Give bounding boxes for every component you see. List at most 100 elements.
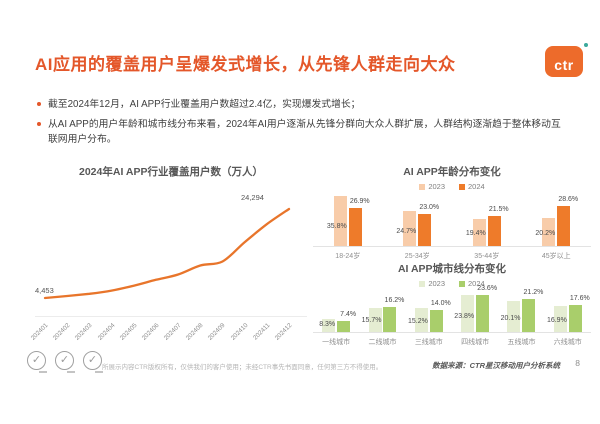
bar-value-label: 20.2% — [535, 230, 556, 237]
bar-2023 — [322, 319, 336, 332]
bar-2024 — [337, 320, 351, 332]
bar-value-label: 15.2% — [407, 317, 428, 325]
bar-group: 8.3% 7.4% — [313, 293, 359, 332]
bar-value-label: 23.6% — [477, 285, 498, 293]
legend-swatch-icon — [459, 183, 465, 190]
age-chart-title: AI APP年龄分布变化 — [403, 166, 501, 178]
category-label: 四线城市 — [461, 339, 490, 346]
category-label: 六线城市 — [553, 339, 582, 346]
certification-stamp-icon: ✓ — [83, 351, 103, 373]
last-point-label: 24,294 — [241, 193, 264, 202]
bar-group: 20.1% 21.2% — [498, 289, 544, 332]
data-source-note: 数据来源：CTR星汉移动用户分析系统 — [432, 361, 560, 370]
bar-value-label: 21.5% — [488, 205, 509, 213]
bar-2024 — [348, 208, 362, 246]
category-label: 一线城市 — [322, 339, 351, 346]
city-chart-categories: 一线城市 二线城市 三线城市 四线城市 五线城市 六线城市 — [313, 337, 591, 347]
bar-2024 — [487, 215, 501, 246]
category-label: 五线城市 — [507, 339, 536, 346]
first-point-label: 4,453 — [35, 286, 54, 295]
bar-value-label: 17.6% — [569, 294, 590, 302]
bar-value-label: 14.0% — [430, 300, 451, 308]
check-icon: ✓ — [87, 354, 98, 366]
bar-2024 — [476, 295, 490, 332]
bar-2023 — [403, 211, 417, 246]
bar-2023 — [507, 300, 521, 332]
bar-value-label: 35.8% — [326, 223, 347, 230]
certification-stamp-icon: ✓ — [55, 351, 75, 373]
bar-chart-age: AI APP年龄分布变化 2023 2024 35.8% 26.9% 24.7% 23.… — [313, 164, 591, 261]
category-label: 45岁以上 — [541, 253, 571, 260]
legend-item: 2024 — [459, 279, 485, 288]
copyright-notice: 所展示内容CTR版权所有，仅供我们的客户使用；未经CTR事先书面同意，任何第三方… — [102, 364, 383, 371]
bar-value-label: 21.2% — [523, 289, 544, 297]
bar-chart-city: AI APP城市线分布变化 2023 2024 8.3% 7.4% 15.7% 16.2… — [313, 261, 591, 347]
legend-label: 2023 — [428, 279, 445, 288]
legend-item: 2023 — [419, 279, 445, 288]
line-chart-title: 2024年AI APP行业覆盖用户数（万人） — [79, 166, 263, 178]
bar-group: 20.2% 28.6% — [522, 196, 592, 246]
bar-2023 — [461, 295, 475, 332]
ctr-logo-icon: ctr — [545, 43, 588, 77]
bar-group: 15.2% 14.0% — [406, 293, 452, 332]
city-chart-title: AI APP城市线分布变化 — [397, 263, 507, 275]
category-label: 二线城市 — [368, 339, 397, 346]
logo-trademark-dot-icon — [584, 43, 588, 47]
bar-2024 — [557, 206, 571, 246]
summary-bullets: 截至2024年12月，AI APP行业覆盖用户数超过2.4亿，实现爆发式增长； … — [37, 97, 565, 153]
bar-value-label: 16.2% — [384, 296, 405, 304]
legend-swatch-icon — [419, 183, 426, 190]
bar-value-label: 28.6% — [558, 196, 579, 203]
ctr-logo-text: ctr — [554, 57, 574, 73]
bar-2024 — [568, 304, 582, 332]
bar-value-label: 7.4% — [340, 310, 357, 318]
bar-2023 — [553, 305, 567, 332]
line-series — [43, 207, 291, 300]
bar-2023 — [414, 308, 428, 332]
bar-value-label: 26.9% — [349, 198, 370, 206]
bar-value-label: 23.8% — [454, 313, 475, 321]
bar-2023 — [333, 195, 347, 246]
certification-stamps: ✓ ✓ ✓ — [27, 351, 103, 373]
bar-group: 23.8% 23.6% — [452, 285, 498, 332]
city-chart-legend: 2023 2024 — [313, 279, 591, 288]
legend-item: 2024 — [459, 182, 485, 191]
bar-2024 — [418, 213, 432, 246]
bar-group: 19.4% 21.5% — [452, 196, 522, 246]
bullet-item: 从AI APP的用户年龄和城市线分布来看，2024年AI用户逐渐从先锋分群向大众… — [37, 117, 565, 147]
check-icon: ✓ — [31, 354, 42, 366]
legend-label: 2024 — [468, 182, 485, 191]
bar-2024 — [429, 310, 443, 332]
legend-label: 2023 — [428, 182, 445, 191]
bar-value-label: 20.1% — [500, 315, 521, 322]
page-number: 8 — [575, 358, 580, 368]
bar-value-label: 24.7% — [396, 227, 417, 235]
bar-group: 24.7% 23.0% — [383, 196, 453, 246]
check-icon: ✓ — [59, 354, 70, 366]
bar-value-label: 16.9% — [546, 316, 567, 324]
bar-2023 — [472, 218, 486, 246]
category-label: 25-34岁 — [404, 253, 430, 260]
bar-group: 35.8% 26.9% — [313, 195, 383, 246]
category-label: 18-24岁 — [335, 253, 361, 260]
legend-item: 2023 — [419, 182, 445, 191]
age-chart-categories: 18-24岁 25-34岁 35-44岁 45岁以上 — [313, 251, 591, 261]
bar-value-label: 23.0% — [419, 203, 440, 211]
line-chart-x-axis: 202401 202402 202403 202404 202405 202406 2024… — [30, 317, 307, 351]
line-chart-users: 2024年AI APP行业覆盖用户数（万人） 4,453 24,294 2024… — [30, 164, 307, 356]
bullet-item: 截至2024年12月，AI APP行业覆盖用户数超过2.4亿，实现爆发式增长； — [37, 97, 565, 112]
certification-stamp-icon: ✓ — [27, 351, 47, 373]
bar-value-label: 19.4% — [465, 230, 486, 238]
bar-2023 — [368, 307, 382, 332]
city-chart-plot: 8.3% 7.4% 15.7% 16.2% 15.2% 14.0% 23.8% 23.6% 20… — [313, 285, 591, 333]
page-title: AI应用的覆盖用户呈爆发式增长，从先锋人群走向大众 — [35, 55, 456, 74]
legend-swatch-icon — [419, 280, 426, 287]
bar-value-label: 8.3% — [319, 320, 336, 328]
bar-2024 — [522, 299, 536, 332]
age-chart-legend: 2023 2024 — [313, 182, 591, 191]
category-label: 35-44岁 — [474, 253, 500, 260]
bar-value-label: 15.7% — [361, 317, 382, 325]
bar-2024 — [383, 306, 397, 332]
bar-2023 — [542, 217, 556, 246]
line-chart-plot: 4,453 24,294 — [35, 187, 307, 317]
